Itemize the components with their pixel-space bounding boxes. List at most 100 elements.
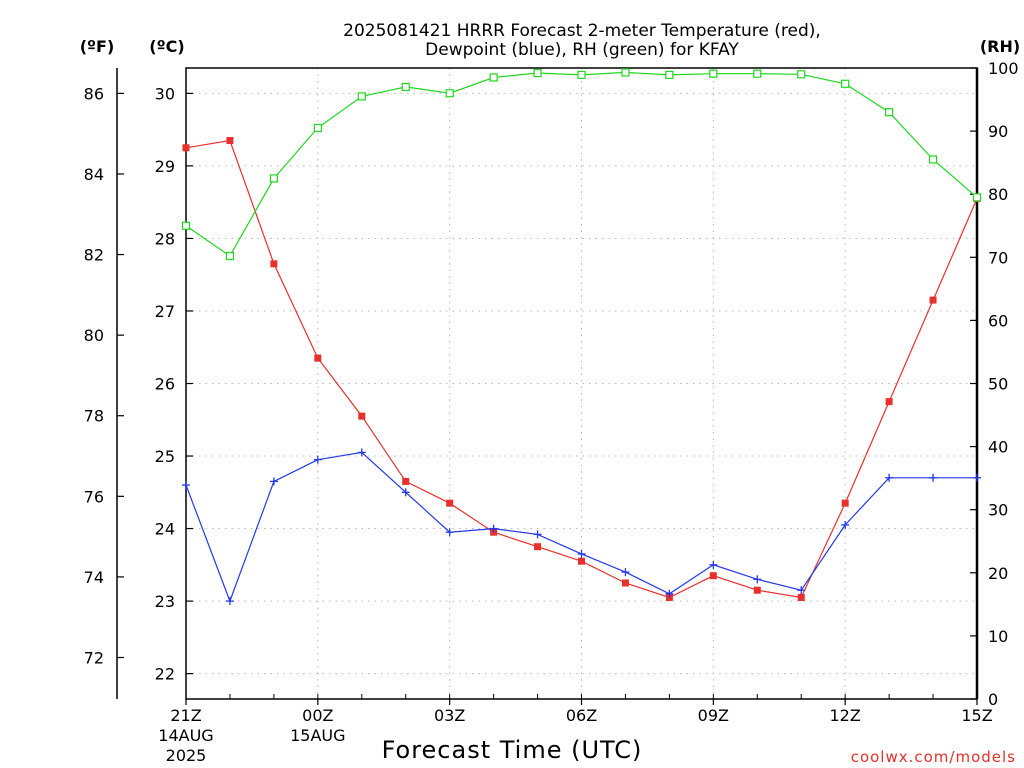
- x-tick-label: 21Z: [170, 706, 201, 725]
- dewpoint-point: [533, 530, 542, 539]
- rh-point: [841, 79, 850, 88]
- fahrenheit-unit-label: (ºF): [80, 37, 115, 56]
- temperature-point: [885, 398, 893, 406]
- chart-title-line1: 2025081421 HRRR Forecast 2-meter Tempera…: [343, 21, 821, 41]
- dewpoint-point: [973, 473, 981, 482]
- rh-point: [489, 73, 498, 82]
- celsius-tick-label: 27: [155, 302, 175, 321]
- rh-point: [665, 70, 674, 80]
- fahrenheit-tick-label: 74: [84, 568, 104, 587]
- x-tick-label: 09Z: [698, 706, 729, 725]
- fahrenheit-tick-label: 84: [84, 165, 104, 184]
- fahrenheit-tick-label: 76: [84, 487, 104, 506]
- temperature-point: [753, 586, 761, 594]
- rh-point: [621, 68, 630, 77]
- dewpoint-point: [182, 481, 190, 490]
- rh-point: [797, 70, 806, 79]
- rh-point: [401, 82, 410, 92]
- celsius-tick-label: 28: [155, 229, 175, 248]
- rh-point: [885, 108, 894, 117]
- dewpoint-point: [885, 473, 894, 482]
- rh-point: [577, 70, 586, 80]
- rh-point: [225, 251, 235, 261]
- rh-tick-label: 70: [988, 248, 1008, 267]
- celsius-tick-label: 23: [155, 592, 175, 611]
- temperature-point: [578, 557, 585, 565]
- rh-tick-label: 60: [988, 311, 1008, 330]
- x-tick-date-label: 15AUG: [290, 726, 345, 745]
- rh-point: [533, 68, 542, 78]
- temperature-point: [797, 593, 805, 601]
- celsius-tick-label: 25: [155, 447, 175, 466]
- fahrenheit-tick-label: 78: [84, 407, 104, 426]
- rh-tick-label: 30: [988, 501, 1008, 520]
- temperature-point: [182, 144, 190, 152]
- credit-text: coolwx.com/models: [851, 748, 1016, 766]
- tick-labels: 22 23 24 25 26 27 28 29 30 72 74 76 78 80 82 84 86 0 10 20 3…: [84, 59, 1019, 765]
- rh-unit-label: (RH): [980, 37, 1020, 56]
- series-lines: [181, 68, 982, 606]
- rh-tick-label: 0: [988, 690, 998, 709]
- axes: [116, 67, 979, 705]
- rh-point: [753, 69, 762, 78]
- rh-point: [181, 221, 191, 230]
- grid-lines: [186, 68, 977, 699]
- fahrenheit-tick-label: 80: [84, 326, 104, 345]
- rh-point: [972, 193, 982, 202]
- rh-tick-label: 20: [988, 564, 1008, 583]
- rh-point: [709, 69, 718, 78]
- temperature-point: [314, 354, 322, 362]
- celsius-unit-label: (ºC): [149, 37, 184, 56]
- dewpoint-point: [929, 473, 938, 482]
- dewpoint-point: [401, 488, 410, 497]
- dewpoint-point: [797, 586, 806, 595]
- x-tick-label: 06Z: [566, 706, 597, 725]
- x-tick-label: 12Z: [830, 706, 861, 725]
- rh-series-line: [185, 71, 978, 257]
- rh-point: [928, 155, 938, 164]
- dewpoint-point: [313, 455, 322, 464]
- dewpoint-point: [665, 589, 674, 598]
- temperature-point: [270, 260, 278, 268]
- dewpoint-point: [489, 524, 498, 533]
- dewpoint-point: [357, 448, 366, 457]
- rh-tick-label: 100: [988, 59, 1019, 78]
- x-tick-label: 15Z: [961, 706, 992, 725]
- x-axis-title: Forecast Time (UTC): [382, 736, 643, 764]
- temperature-series-line: [185, 139, 978, 599]
- rh-tick-label: 80: [988, 185, 1008, 204]
- celsius-tick-label: 30: [155, 84, 175, 103]
- temperature-point: [929, 296, 937, 304]
- temperature-point: [446, 499, 454, 507]
- dewpoint-series-line: [185, 451, 977, 603]
- chart-title-line2: Dewpoint (blue), RH (green) for KFAY: [425, 40, 739, 60]
- plot-frame: [185, 67, 978, 700]
- dewpoint-point: [225, 597, 234, 606]
- dewpoint-point: [841, 520, 850, 529]
- rh-point: [357, 92, 366, 101]
- x-tick-date-label: 14AUG: [158, 726, 213, 745]
- x-tick-label: 00Z: [302, 706, 333, 725]
- temperature-point: [621, 579, 629, 587]
- rh-point: [445, 89, 454, 98]
- temperature-point: [534, 543, 542, 551]
- celsius-tick-label: 29: [155, 157, 175, 176]
- x-tick-label: 03Z: [434, 706, 465, 725]
- temperature-point: [709, 572, 717, 580]
- temperature-point: [841, 499, 849, 507]
- rh-tick-label: 40: [988, 438, 1008, 457]
- dewpoint-point: [709, 560, 718, 569]
- rh-tick-label: 50: [988, 375, 1008, 394]
- rh-point: [313, 123, 322, 133]
- celsius-tick-label: 24: [155, 520, 175, 539]
- temperature-point: [402, 477, 410, 485]
- dewpoint-point: [621, 568, 630, 577]
- rh-tick-label: 90: [988, 122, 1008, 141]
- rh-tick-label: 10: [988, 627, 1008, 646]
- temperature-point: [358, 412, 366, 420]
- dewpoint-point: [753, 575, 762, 584]
- x-tick-year-label: 2025: [166, 746, 207, 765]
- rh-point: [269, 174, 278, 183]
- celsius-tick-label: 22: [155, 665, 175, 684]
